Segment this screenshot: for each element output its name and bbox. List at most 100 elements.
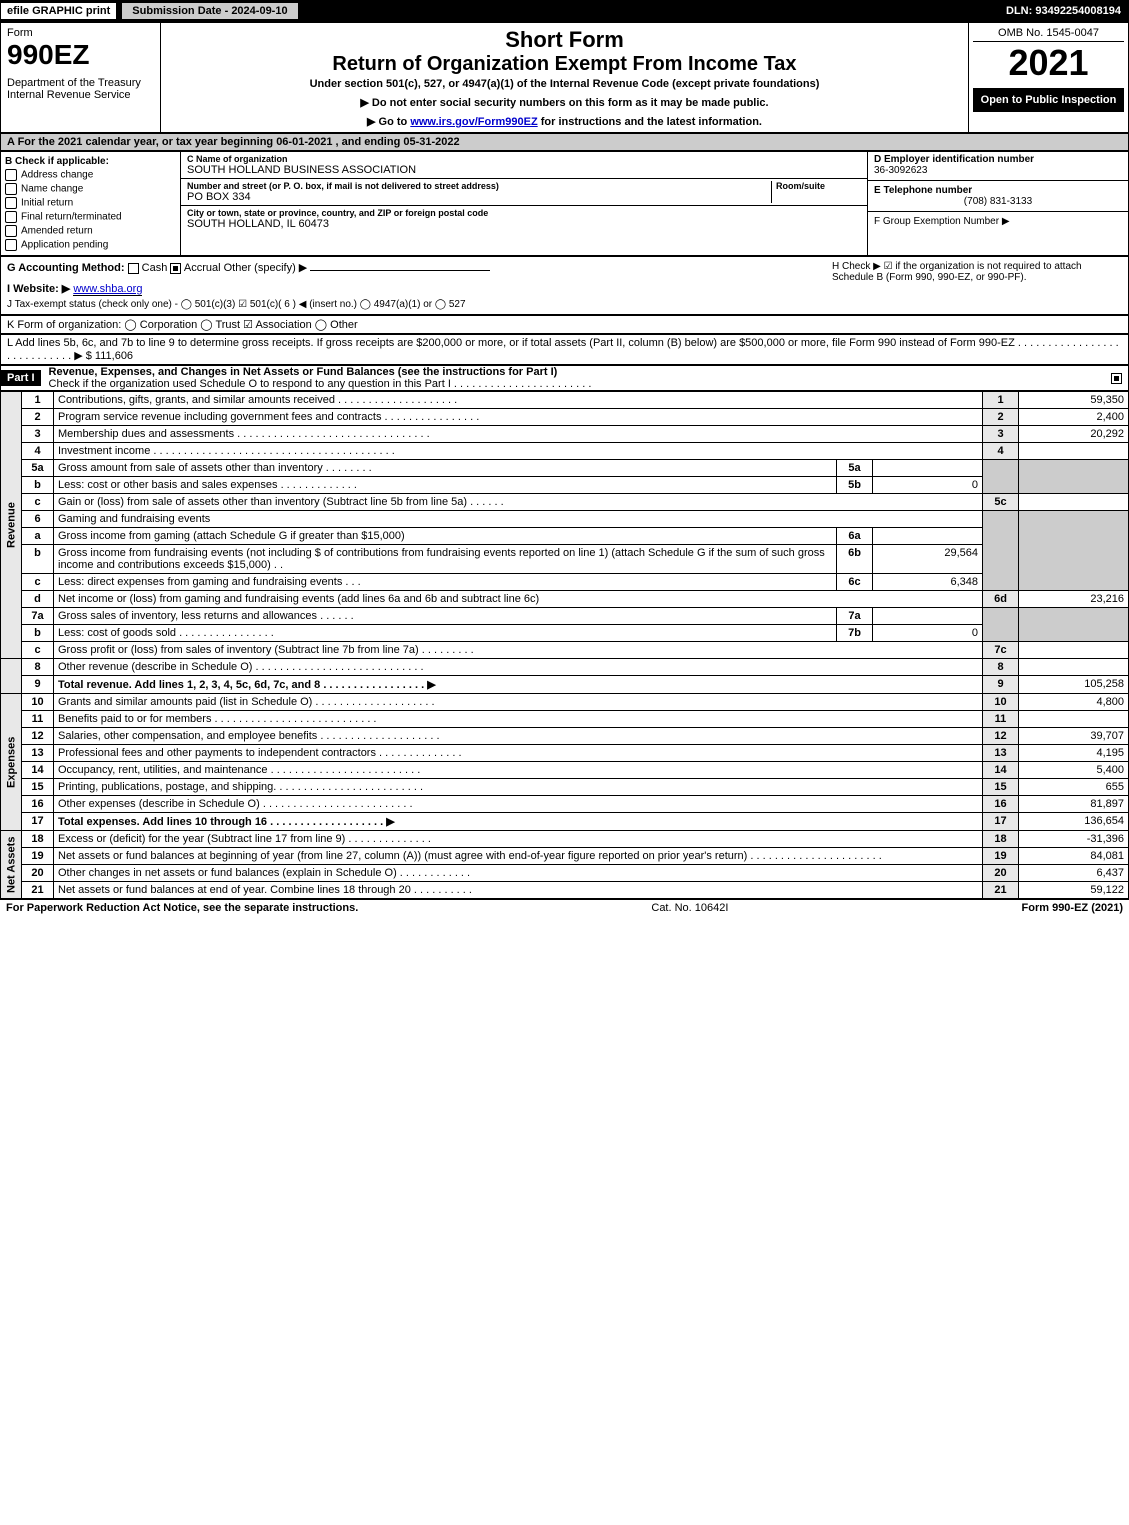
accrual-checkbox[interactable] — [170, 263, 181, 274]
line-amount: 655 — [1019, 779, 1129, 796]
box-b-label: B Check if applicable: — [5, 156, 176, 167]
line-desc: Benefits paid to or for members . . . . … — [54, 711, 983, 728]
line-num: c — [22, 642, 54, 659]
shaded-cell — [983, 511, 1019, 591]
line-desc: Net assets or fund balances at beginning… — [54, 848, 983, 865]
line-box: 21 — [983, 882, 1019, 899]
part-1-table: Revenue 1 Contributions, gifts, grants, … — [0, 391, 1129, 899]
line-num: 17 — [22, 813, 54, 831]
line-amount: 20,292 — [1019, 426, 1129, 443]
line-desc: Contributions, gifts, grants, and simila… — [54, 392, 983, 409]
line-desc: Less: cost of goods sold . . . . . . . .… — [54, 625, 837, 642]
shaded-cell — [1019, 460, 1129, 494]
line-num: 1 — [22, 392, 54, 409]
line-num: 5a — [22, 460, 54, 477]
box-b: B Check if applicable: Address change Na… — [1, 152, 181, 255]
line-box: 13 — [983, 745, 1019, 762]
inner-box: 5a — [837, 460, 873, 477]
line-desc: Other expenses (describe in Schedule O) … — [54, 796, 983, 813]
line-amount — [1019, 642, 1129, 659]
inner-amount — [873, 460, 983, 477]
inner-amount: 0 — [873, 477, 983, 494]
form-number: 990EZ — [7, 39, 154, 71]
section-h: H Check ▶ ☑ if the organization is not r… — [832, 261, 1122, 310]
box-c: C Name of organization SOUTH HOLLAND BUS… — [181, 152, 868, 255]
submission-date: Submission Date - 2024-09-10 — [121, 2, 298, 20]
inner-box: 5b — [837, 477, 873, 494]
part-1-header-row: Part I Revenue, Expenses, and Changes in… — [0, 365, 1129, 391]
j-tax-exempt: J Tax-exempt status (check only one) - ◯… — [7, 299, 832, 310]
ein-label: D Employer identification number — [874, 154, 1122, 165]
line-num: 14 — [22, 762, 54, 779]
line-box: 7c — [983, 642, 1019, 659]
footer-cat-no: Cat. No. 10642I — [651, 902, 728, 914]
efile-print-button[interactable]: efile GRAPHIC print — [0, 2, 117, 20]
line-box: 17 — [983, 813, 1019, 831]
line-box: 11 — [983, 711, 1019, 728]
cash-checkbox[interactable] — [128, 263, 139, 274]
line-box: 3 — [983, 426, 1019, 443]
irs-link-pre: ▶ Go to — [367, 116, 410, 128]
line-num: 2 — [22, 409, 54, 426]
opt-initial-return[interactable]: Initial return — [5, 197, 176, 209]
line-box: 10 — [983, 694, 1019, 711]
under-section-note: Under section 501(c), 527, or 4947(a)(1)… — [165, 78, 964, 90]
line-num: 19 — [22, 848, 54, 865]
row-l: L Add lines 5b, 6c, and 7b to line 9 to … — [0, 334, 1129, 365]
header-right: OMB No. 1545-0047 2021 Open to Public In… — [968, 23, 1128, 132]
website-link[interactable]: www.shba.org — [73, 283, 142, 296]
inner-amount — [873, 528, 983, 545]
cash-label: Cash — [142, 262, 168, 274]
shaded-cell — [1019, 608, 1129, 642]
line-box: 18 — [983, 831, 1019, 848]
info-grid: B Check if applicable: Address change Na… — [0, 151, 1129, 256]
shaded-cell — [1019, 511, 1129, 591]
city-label: City or town, state or province, country… — [187, 208, 861, 218]
line-desc: Printing, publications, postage, and shi… — [54, 779, 983, 796]
phone-label: E Telephone number — [874, 185, 1122, 196]
part-1-check-text: Check if the organization used Schedule … — [49, 378, 1105, 390]
line-desc: Investment income . . . . . . . . . . . … — [54, 443, 983, 460]
expenses-side-label: Expenses — [1, 694, 22, 831]
inner-box: 7a — [837, 608, 873, 625]
opt-name-change[interactable]: Name change — [5, 183, 176, 195]
inner-box: 6c — [837, 574, 873, 591]
opt-final-return[interactable]: Final return/terminated — [5, 211, 176, 223]
line-desc: Gross income from gaming (attach Schedul… — [54, 528, 837, 545]
opt-amended-return[interactable]: Amended return — [5, 225, 176, 237]
line-amount: 5,400 — [1019, 762, 1129, 779]
opt-application-pending[interactable]: Application pending — [5, 239, 176, 251]
line-desc: Gaming and fundraising events — [54, 511, 983, 528]
opt-address-change[interactable]: Address change — [5, 169, 176, 181]
line-box: 12 — [983, 728, 1019, 745]
line-desc: Other changes in net assets or fund bala… — [54, 865, 983, 882]
org-name-block: C Name of organization SOUTH HOLLAND BUS… — [181, 152, 867, 179]
inner-box: 6a — [837, 528, 873, 545]
part-1-badge: Part I — [1, 370, 41, 386]
line-desc: Net income or (loss) from gaming and fun… — [54, 591, 983, 608]
line-num: 3 — [22, 426, 54, 443]
section-g-h: G Accounting Method: Cash Accrual Other … — [0, 256, 1129, 315]
page-footer: For Paperwork Reduction Act Notice, see … — [0, 899, 1129, 916]
line-amount: 84,081 — [1019, 848, 1129, 865]
part-1-schedule-o-checkbox[interactable] — [1111, 373, 1122, 384]
line-amount: -31,396 — [1019, 831, 1129, 848]
street-value: PO BOX 334 — [187, 191, 771, 203]
line-amount: 136,654 — [1019, 813, 1129, 831]
line-amount: 105,258 — [1019, 676, 1129, 694]
line-desc: Grants and similar amounts paid (list in… — [54, 694, 983, 711]
line-amount — [1019, 494, 1129, 511]
room-label: Room/suite — [776, 181, 861, 191]
short-form-title: Short Form — [165, 27, 964, 53]
line-num: 10 — [22, 694, 54, 711]
tax-year: 2021 — [973, 42, 1124, 84]
line-num: 16 — [22, 796, 54, 813]
part-1-title: Revenue, Expenses, and Changes in Net As… — [49, 366, 1105, 378]
line-num: 18 — [22, 831, 54, 848]
line-amount — [1019, 659, 1129, 676]
irs-link[interactable]: www.irs.gov/Form990EZ — [410, 116, 537, 128]
line-amount: 59,122 — [1019, 882, 1129, 899]
line-box: 6d — [983, 591, 1019, 608]
form-word: Form — [7, 27, 154, 39]
other-specify-line[interactable] — [310, 270, 490, 271]
